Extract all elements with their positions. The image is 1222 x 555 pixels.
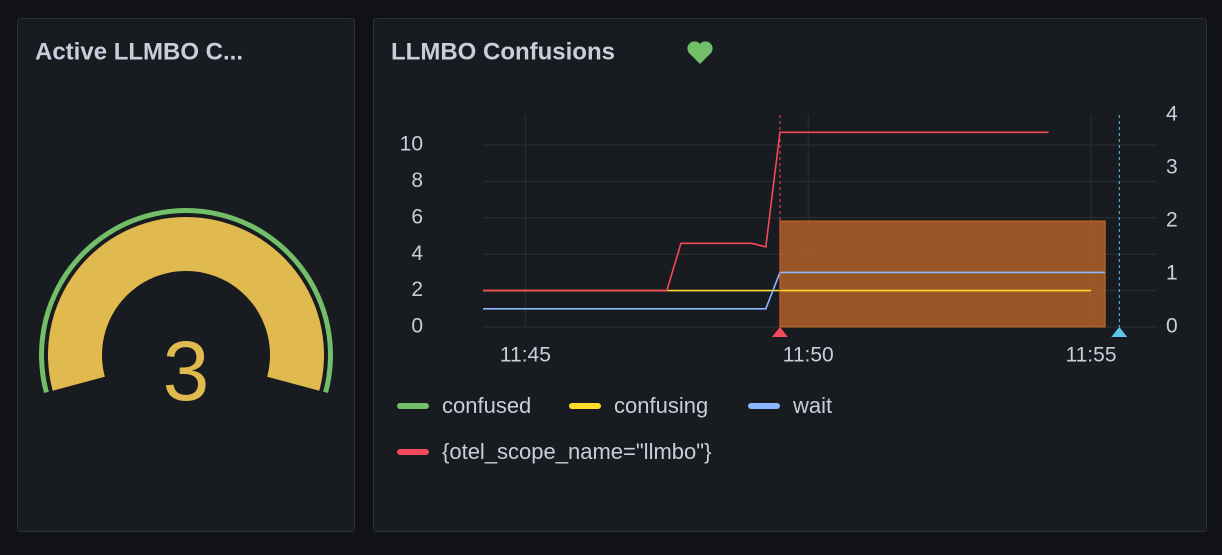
y2-tick-label: 4 xyxy=(1166,103,1178,126)
gauge-bar xyxy=(47,217,324,391)
y2-tick-label: 0 xyxy=(1166,315,1178,338)
fill-region xyxy=(779,220,1106,328)
y-tick-label: 0 xyxy=(411,315,423,338)
health-icon[interactable] xyxy=(687,41,713,64)
x-tick-label: 11:45 xyxy=(500,344,551,367)
x-tick-label: 11:50 xyxy=(783,344,834,367)
panel-title[interactable]: Active LLMBO C... xyxy=(35,38,243,65)
gauge: 3 xyxy=(38,207,333,418)
gauge-value: 3 xyxy=(163,324,210,418)
chart: 0 2 4 6 8 10 0 1 2 3 4 11:45 11:50 11:55 confused confu… xyxy=(397,103,1178,464)
annotation-marker xyxy=(771,327,788,337)
x-tick-label: 11:55 xyxy=(1066,344,1117,367)
panel-title[interactable]: LLMBO Confusions xyxy=(391,38,615,65)
y2-tick-label: 2 xyxy=(1166,209,1178,232)
legend-label[interactable]: confused xyxy=(442,393,531,418)
y2-tick-label: 1 xyxy=(1166,262,1178,285)
y2-tick-label: 3 xyxy=(1166,156,1178,179)
y-tick-label: 4 xyxy=(411,242,423,265)
y-tick-label: 2 xyxy=(411,278,423,301)
gauge-panel xyxy=(17,18,355,532)
y-tick-label: 10 xyxy=(400,133,423,156)
legend-label[interactable]: {otel_scope_name="llmbo"} xyxy=(442,439,711,464)
legend-label[interactable]: confusing xyxy=(614,393,708,418)
y-tick-label: 6 xyxy=(411,205,423,228)
legend-label[interactable]: wait xyxy=(792,393,832,418)
series-line xyxy=(483,271,1106,310)
annotation-marker xyxy=(1111,327,1128,337)
series-line xyxy=(483,131,1049,292)
y-tick-label: 8 xyxy=(411,169,423,192)
